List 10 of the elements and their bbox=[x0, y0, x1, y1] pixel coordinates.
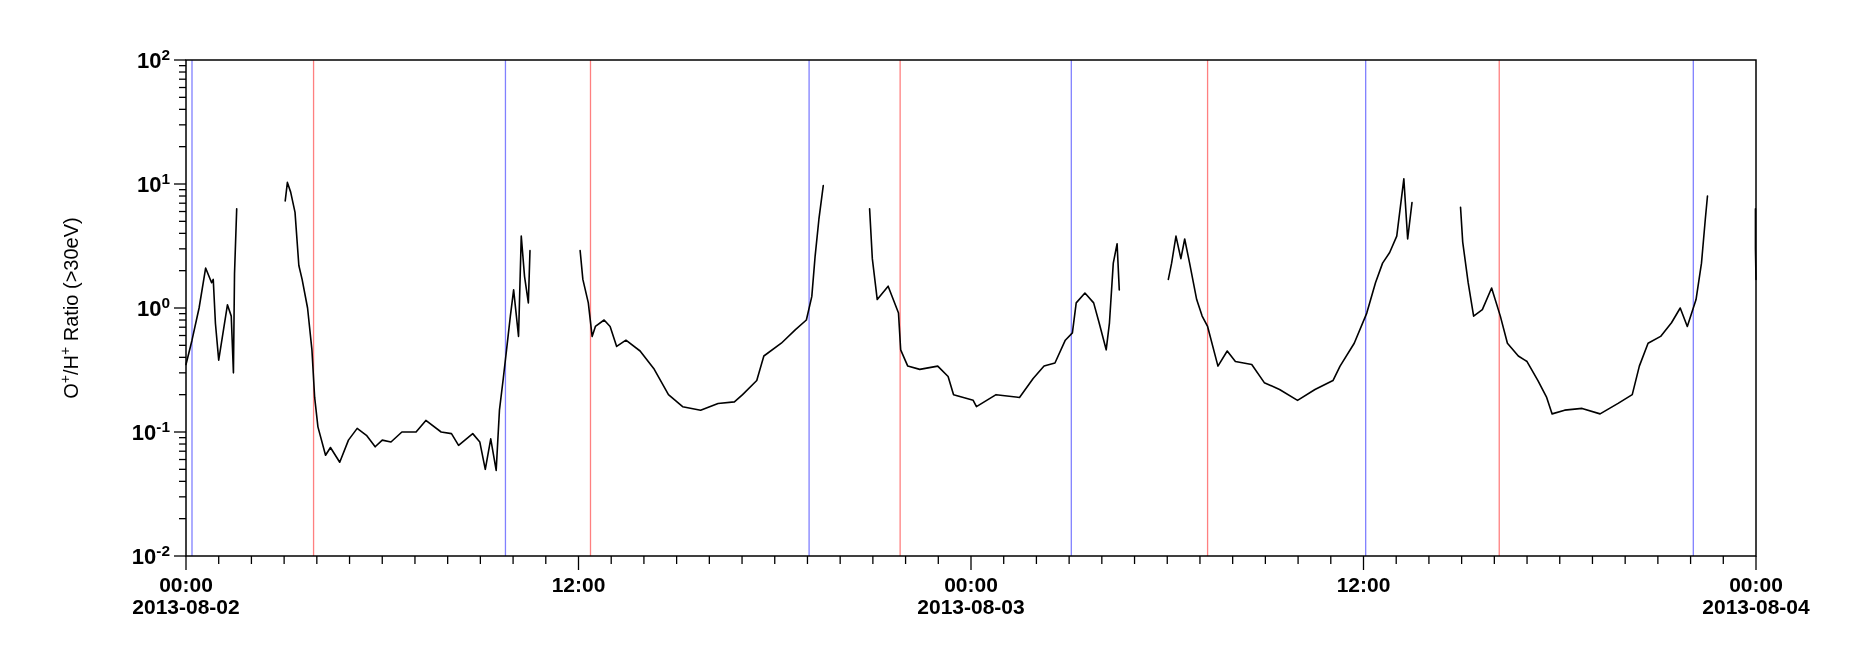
x-tick-label: 12:00 bbox=[1336, 573, 1391, 596]
x-tick-label: 12:00 bbox=[551, 573, 606, 596]
y-tick-label: 10$^{1}$ bbox=[136, 169, 171, 197]
y-tick-label: 10$^{0}$ bbox=[136, 293, 170, 321]
x-tick-label: 00:00 2013-08-04 bbox=[1702, 573, 1811, 618]
y-tick-label: 10$^{-2}$ bbox=[131, 541, 170, 569]
y-tick-label: 10$^{2}$ bbox=[136, 45, 170, 73]
x-tick-label: 00:00 2013-08-02 bbox=[132, 573, 240, 618]
y-tick-label: 10$^{-1}$ bbox=[131, 417, 171, 445]
x-tick-label: 00:00 2013-08-03 bbox=[917, 573, 1025, 618]
